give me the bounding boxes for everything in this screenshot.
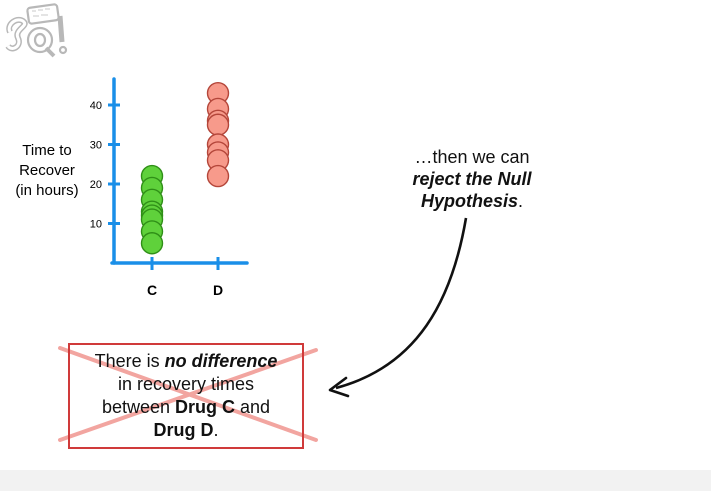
callout-line-3: Hypothesis — [420, 191, 518, 211]
cross-line-2 — [58, 348, 318, 442]
arrow-shaft — [335, 217, 468, 390]
drug-d-point — [206, 164, 230, 188]
hyp-line-2: in recovery times — [117, 374, 255, 394]
y-axis-label-line-3: (in hours) — [15, 182, 79, 199]
callout-line-3-end: . — [518, 191, 524, 211]
statquest-logo — [5, 3, 68, 58]
null-hypothesis-text: There is no difference in recovery times… — [68, 350, 304, 442]
y-tick-label: 20 — [90, 179, 102, 191]
data-points — [140, 81, 230, 255]
y-tick-label: 10 — [90, 219, 102, 231]
arrow-head — [328, 376, 350, 398]
footer-band — [0, 470, 711, 491]
hyp-line-4-post: . — [213, 420, 219, 440]
drug-c-point — [140, 232, 164, 255]
y-tick-label: 30 — [90, 140, 102, 152]
y-ticks: 40 30 20 10 — [90, 100, 120, 231]
callout-line-2: reject the Null — [412, 169, 532, 189]
hyp-line-1-em: no difference — [164, 351, 278, 371]
hyp-line-1-pre: There is — [94, 351, 165, 371]
y-tick-label: 40 — [90, 100, 102, 112]
callout-line-1: …then we can — [414, 147, 530, 167]
callout-text: …then we can reject the Null Hypothesis. — [380, 146, 564, 212]
drug-d-point — [206, 113, 230, 136]
null-hypothesis-box — [68, 343, 304, 449]
hyp-line-3-post: and — [235, 397, 271, 417]
hyp-line-3-bold: Drug C — [175, 397, 235, 417]
x-tick-label: C — [147, 282, 157, 298]
x-tick-label: D — [213, 282, 223, 298]
hyp-line-4-bold: Drug D — [153, 420, 214, 440]
hyp-line-3-pre: between — [101, 397, 175, 417]
y-axis-label-line-2: Recover — [19, 162, 75, 179]
y-axis-label: Time to Recover (in hours) — [6, 141, 88, 201]
y-axis-label-line-1: Time to — [22, 142, 72, 159]
